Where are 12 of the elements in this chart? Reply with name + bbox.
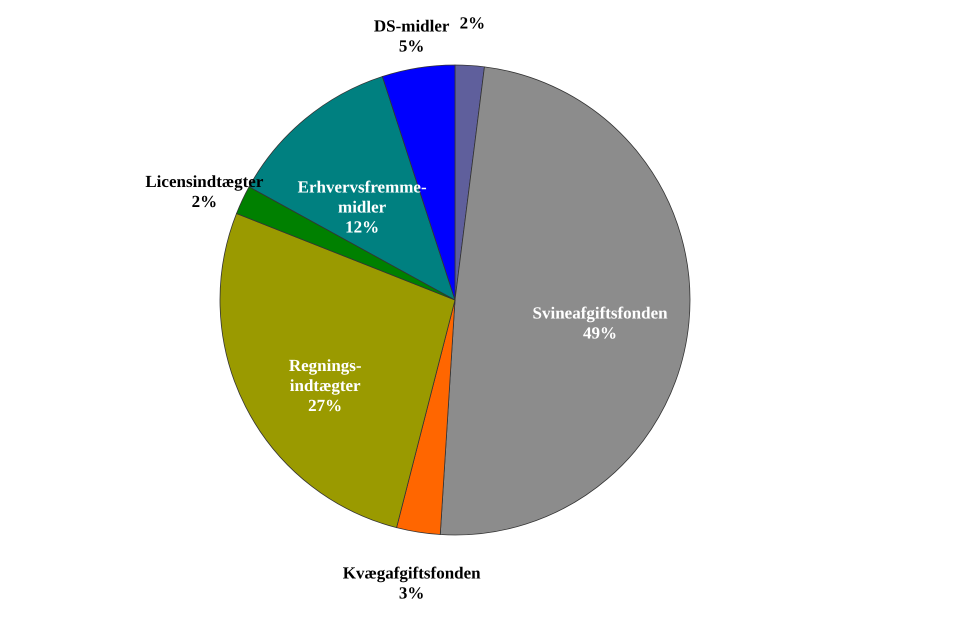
- data-label: 3%: [398, 584, 424, 603]
- slice-label: DS-midler: [374, 16, 450, 36]
- data-label: 5%: [398, 36, 424, 56]
- data-label: 2%: [460, 14, 486, 33]
- slice-label: Regnings- indtægter: [288, 356, 362, 396]
- slice-label: Svineafgiftsfonden: [532, 304, 668, 323]
- data-label: 12%: [345, 218, 380, 237]
- slice-label: Erhvervsfremme- midler: [298, 178, 427, 217]
- data-label: 2%: [192, 192, 218, 212]
- data-label: 27%: [308, 396, 342, 416]
- slice-label: Kvægafgiftsfonden: [342, 564, 482, 583]
- data-label: 49%: [583, 324, 618, 343]
